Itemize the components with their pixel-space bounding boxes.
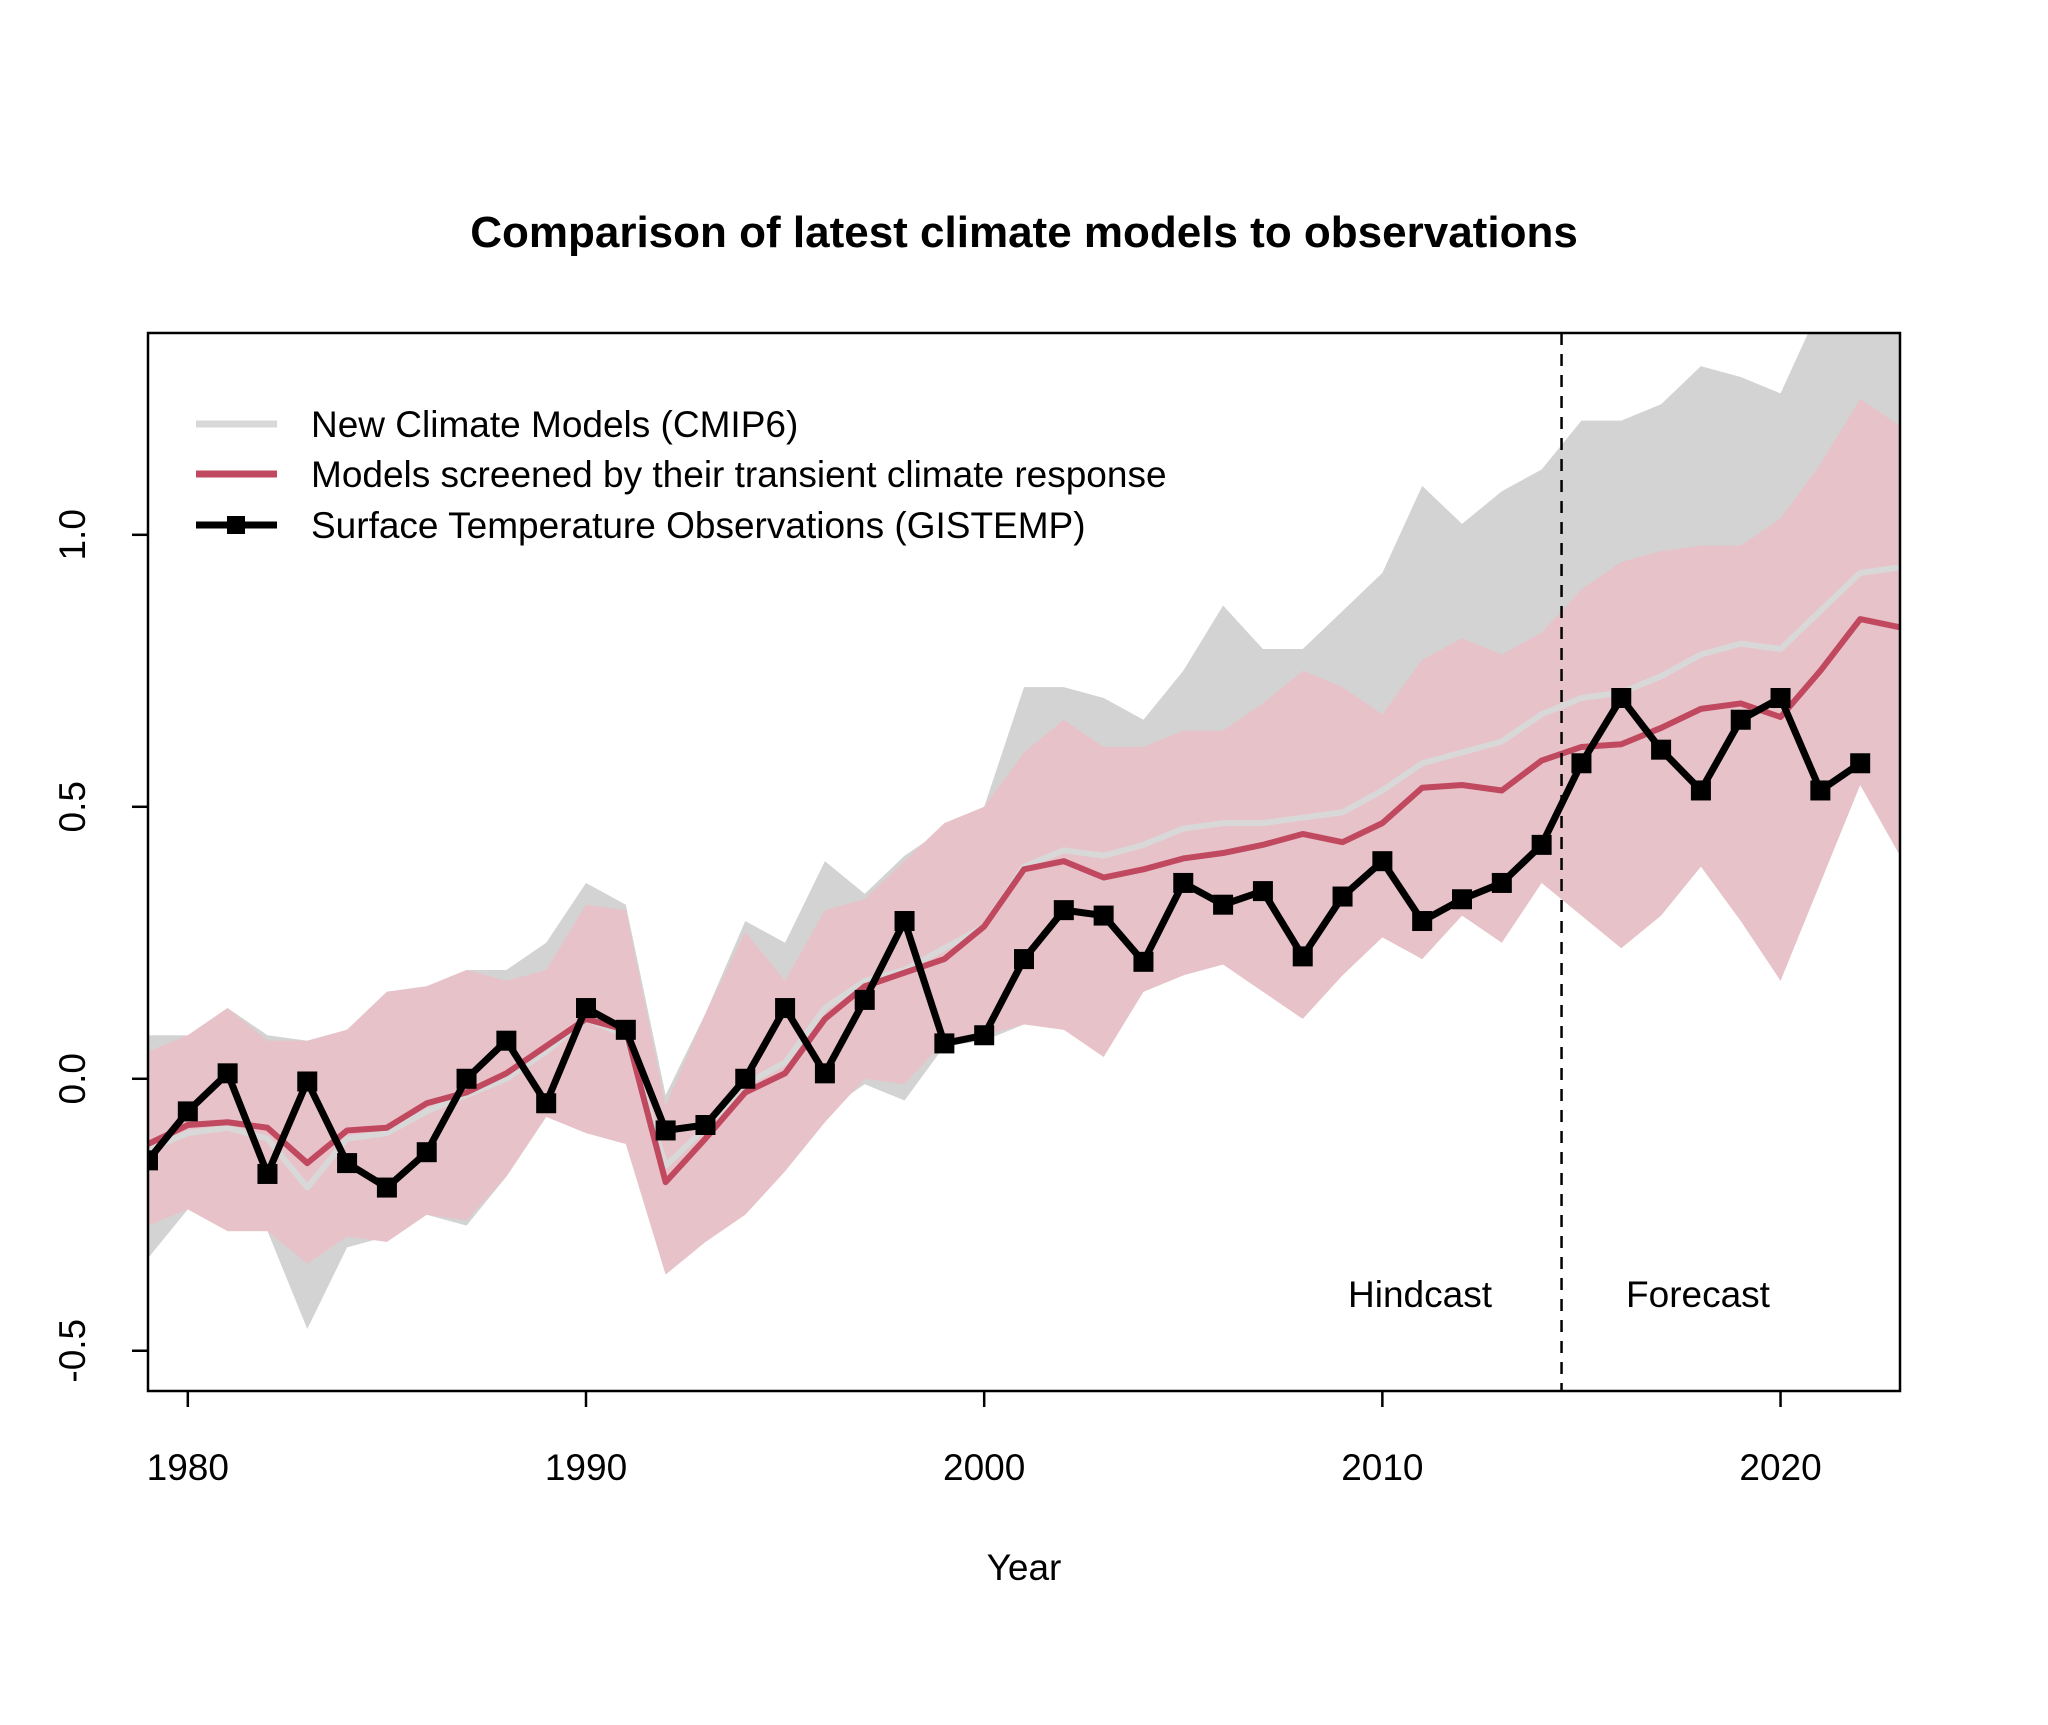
gistemp-point [1213, 894, 1234, 915]
gistemp-point [1452, 889, 1472, 910]
gistemp-point [814, 1063, 835, 1084]
forecast-label: Forecast [1626, 1274, 1771, 1315]
gistemp-point [1531, 834, 1552, 855]
legend: New Climate Models (CMIP6) Models screen… [196, 404, 1167, 546]
hindcast-label: Hindcast [1348, 1274, 1493, 1315]
gistemp-point [576, 998, 596, 1019]
legend-marker-gistemp [227, 516, 245, 534]
gistemp-point [655, 1120, 676, 1141]
gistemp-point [1651, 739, 1672, 760]
gistemp-point [894, 911, 915, 932]
gistemp-point [1332, 886, 1353, 907]
gistemp-point [1173, 872, 1194, 893]
gistemp-point [376, 1177, 397, 1198]
gistemp-point [1053, 900, 1074, 921]
gistemp-point [416, 1142, 437, 1163]
gistemp-point [1571, 753, 1592, 774]
x-tick-label: 1980 [147, 1447, 229, 1488]
gistemp-point [1412, 911, 1433, 932]
y-tick-label: 0.0 [52, 1053, 93, 1104]
gistemp-point [1093, 905, 1114, 926]
gistemp-point [1252, 881, 1273, 902]
legend-label-cmip6: New Climate Models (CMIP6) [311, 404, 798, 445]
x-tick-label: 2020 [1739, 1447, 1821, 1488]
screened-range-band [148, 398, 1900, 1275]
gistemp-point [1611, 687, 1632, 708]
x-tick-label: 2000 [943, 1447, 1025, 1488]
gistemp-point [1850, 753, 1871, 774]
gistemp-point [775, 998, 796, 1019]
y-tick-label: 0.5 [52, 781, 93, 832]
gistemp-point [456, 1068, 477, 1089]
gistemp-point [1014, 949, 1034, 970]
gistemp-point [1133, 951, 1154, 972]
gistemp-point [177, 1101, 198, 1122]
gistemp-point [148, 1150, 158, 1171]
x-axis-label: Year [987, 1547, 1062, 1588]
gistemp-point [1372, 851, 1393, 872]
gistemp-point [536, 1093, 557, 1114]
gistemp-point [934, 1033, 955, 1054]
gistemp-point [854, 989, 875, 1010]
gistemp-point [1810, 780, 1831, 801]
plot-frame [146, 331, 1902, 1393]
screened-mean-line [148, 616, 1900, 1186]
gistemp-point [1730, 709, 1751, 730]
gistemp-point [974, 1025, 995, 1046]
gistemp-point [735, 1068, 756, 1089]
chart-title: Comparison of latest climate models to o… [470, 208, 1578, 257]
gistemp-point [257, 1163, 278, 1184]
gistemp-line [148, 694, 1863, 1192]
gistemp-point [695, 1115, 716, 1136]
axes: 1980 1990 2000 2010 2020 -0.5 0.0 0.5 1.0 [52, 333, 1822, 1488]
gistemp-point [1770, 687, 1791, 708]
y-tick-label: -0.5 [52, 1319, 93, 1383]
gistemp-point [615, 1019, 636, 1040]
gistemp-point [496, 1030, 517, 1051]
gistemp-point [217, 1063, 238, 1084]
legend-label-screened: Models screened by their transient clima… [311, 454, 1167, 495]
x-tick-label: 1990 [545, 1447, 627, 1488]
legend-label-gistemp: Surface Temperature Observations (GISTEM… [311, 505, 1086, 546]
plot-area [148, 333, 1900, 1329]
y-tick-label: 1.0 [52, 509, 93, 560]
gistemp-point [1690, 780, 1711, 801]
gistemp-point [337, 1153, 358, 1174]
gistemp-point [297, 1071, 318, 1092]
gistemp-point [1292, 946, 1313, 967]
gistemp-point [1491, 872, 1512, 893]
x-tick-label: 2010 [1341, 1447, 1423, 1488]
